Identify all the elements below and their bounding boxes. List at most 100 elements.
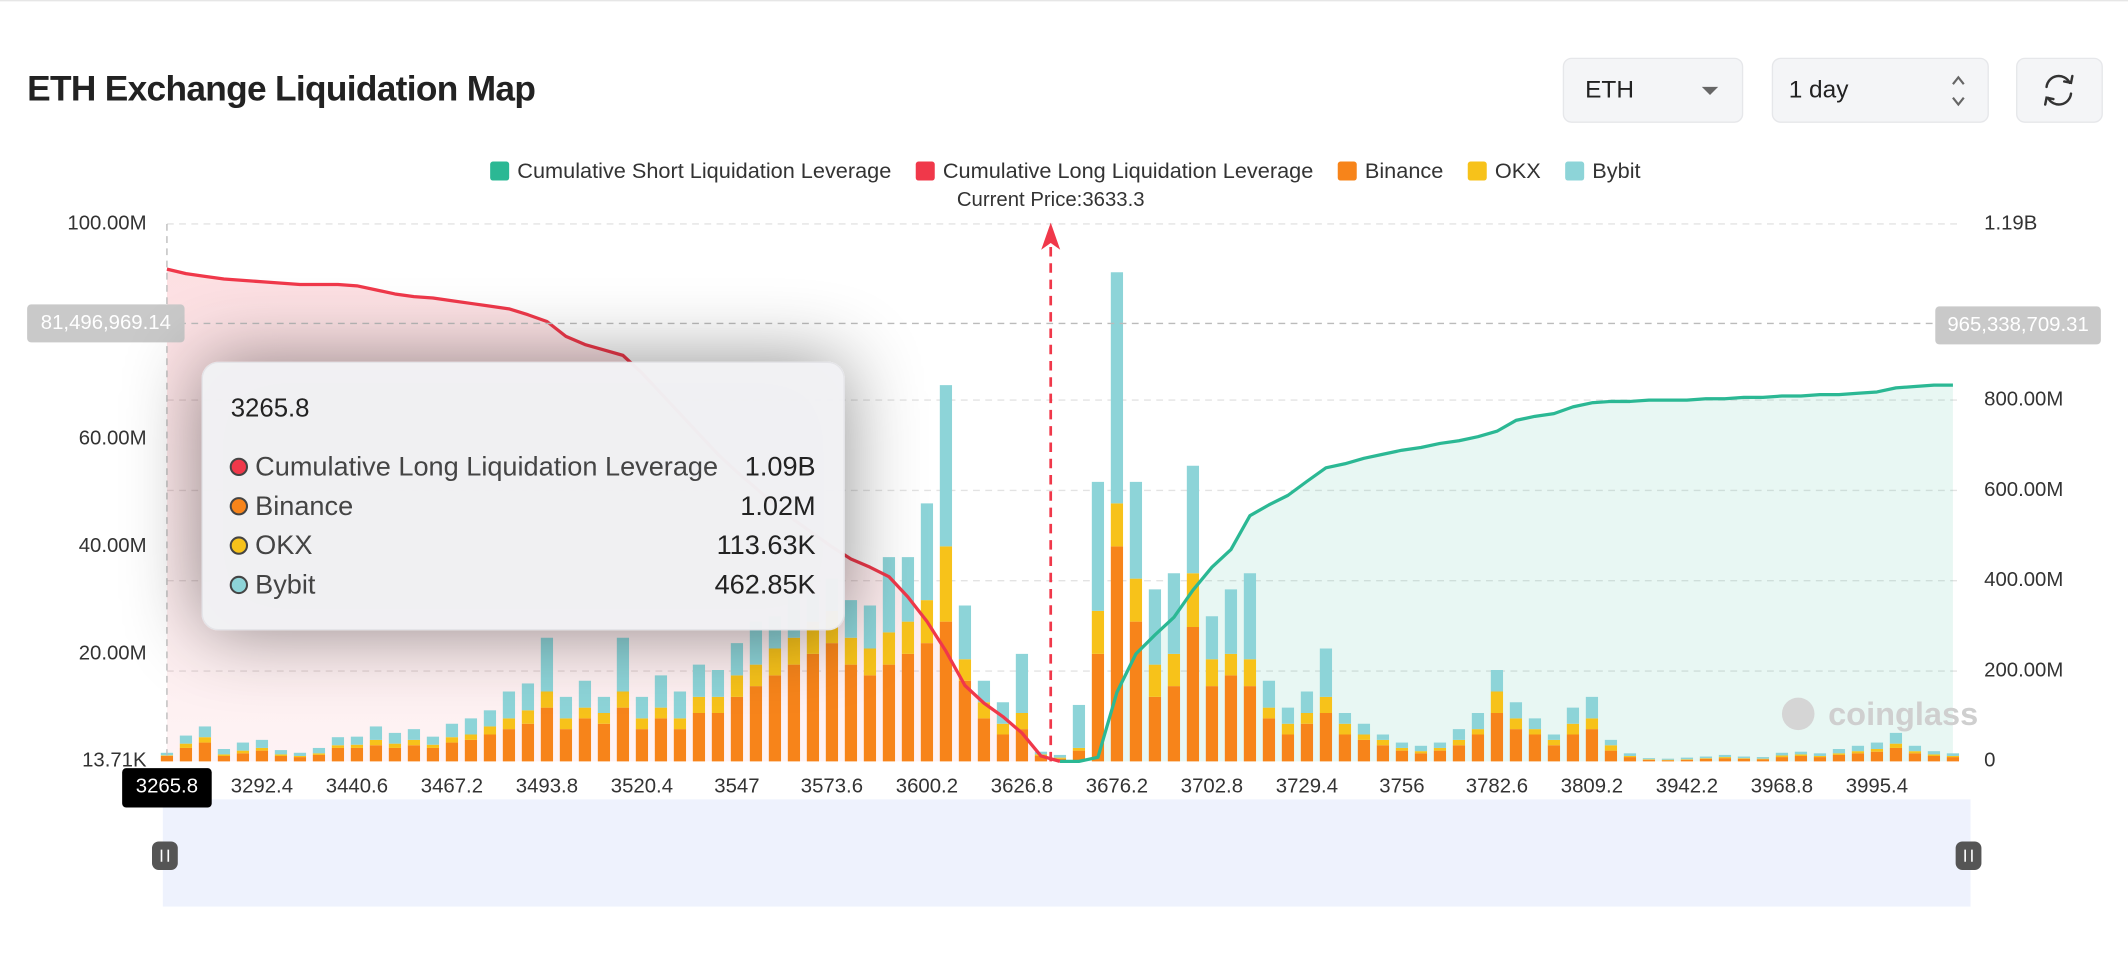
bar: [825, 643, 839, 762]
bar: [1566, 723, 1580, 735]
tooltip-dot: [229, 497, 249, 516]
bar: [806, 653, 820, 762]
tooltip-name: Cumulative Long Liquidation Leverage: [255, 450, 718, 481]
bar: [1034, 756, 1048, 762]
select-value[interactable]: 1 day: [1789, 76, 1850, 103]
bar: [1015, 653, 1029, 714]
button-box[interactable]: [2016, 57, 2103, 123]
bar: [1357, 723, 1371, 735]
bar: [1319, 713, 1333, 762]
bar: [1927, 754, 1941, 757]
x-tick-label: 3995.4: [1846, 776, 1908, 798]
bar: [1870, 742, 1884, 750]
bar: [502, 729, 516, 762]
bar: [1414, 751, 1428, 754]
bar: [882, 632, 896, 665]
bar: [635, 696, 649, 719]
bar: [730, 696, 744, 762]
select-value[interactable]: ETH: [1585, 76, 1634, 103]
bar: [1813, 756, 1827, 758]
bar: [388, 732, 402, 744]
bar: [274, 756, 288, 762]
x-tick-label: 3547: [714, 776, 759, 798]
bar: [1566, 734, 1580, 762]
bar: [483, 710, 497, 727]
bar: [1262, 680, 1276, 708]
bar: [521, 710, 535, 724]
zoom-slider[interactable]: [152, 799, 1982, 907]
y2-pointer-label-box: [1935, 306, 2101, 345]
bar: [1452, 739, 1466, 746]
bar: [1794, 751, 1808, 755]
bar: [654, 718, 668, 762]
bar: [255, 750, 269, 762]
bar: [654, 675, 668, 708]
bar: [445, 737, 459, 743]
y2-pointer-label: 965,338,709.31: [1947, 314, 2088, 336]
bar: [711, 670, 725, 697]
y-tick-label: 13.71K: [82, 750, 147, 772]
bar: [749, 686, 763, 762]
refresh-icon[interactable]: [2043, 74, 2074, 106]
refresh-button[interactable]: [2016, 57, 2103, 123]
legend-swatch: [490, 161, 510, 181]
current-price-label: Current Price:3633.3: [957, 189, 1145, 211]
bar: [1414, 745, 1428, 752]
bar: [1338, 713, 1352, 724]
tooltip-title: 3265.8: [231, 395, 310, 423]
symbol-select[interactable]: ETH: [1562, 57, 1744, 123]
bar: [426, 736, 440, 745]
slider-track[interactable]: [162, 799, 1971, 907]
bar: [1661, 759, 1675, 761]
bar: [920, 503, 934, 601]
current-price-arrow: [1041, 222, 1061, 250]
bar: [464, 739, 478, 762]
bar: [1718, 758, 1732, 762]
x-tick-label: 3809.2: [1561, 776, 1623, 798]
bar: [844, 664, 858, 762]
bar: [464, 734, 478, 740]
bar: [844, 600, 858, 638]
bar: [1281, 723, 1295, 735]
caret[interactable]: [1701, 86, 1719, 96]
tooltip-value: 1.09B: [745, 450, 816, 481]
bar: [312, 753, 326, 755]
spinner[interactable]: [1952, 75, 1965, 107]
bar: [1851, 745, 1865, 752]
bar: [692, 664, 706, 697]
slider-handle[interactable]: [152, 841, 178, 870]
bar: [1718, 754, 1732, 758]
bar: [350, 747, 364, 762]
bar: [483, 726, 497, 735]
bar: [749, 621, 763, 665]
bar: [1851, 753, 1865, 762]
bar: [350, 736, 364, 745]
bar: [1414, 753, 1428, 762]
range-select[interactable]: 1 day: [1771, 57, 1989, 123]
tooltip-dot: [229, 575, 249, 595]
x-pointer-label-box: [122, 768, 212, 808]
bar: [1395, 747, 1409, 751]
bar: [1642, 758, 1656, 760]
select-box[interactable]: [1562, 57, 1744, 123]
y-tick-label: 100.00M: [67, 212, 146, 234]
tooltip-box: [201, 361, 845, 631]
handle-grip[interactable]: [160, 849, 170, 862]
bar: [1642, 759, 1656, 760]
select-box[interactable]: [1771, 57, 1989, 123]
slider-handle[interactable]: [1955, 841, 1982, 870]
bar: [369, 745, 383, 762]
legend-swatch: [1565, 161, 1585, 181]
bar: [1680, 759, 1694, 762]
bar: [179, 743, 193, 748]
bar: [1870, 749, 1884, 752]
bar: [1604, 750, 1618, 762]
bar: [1813, 757, 1827, 762]
bar: [1148, 589, 1162, 665]
bar: [1832, 754, 1846, 762]
handle-grip[interactable]: [1964, 849, 1973, 862]
bar: [1775, 755, 1789, 758]
bar: [1452, 745, 1466, 762]
